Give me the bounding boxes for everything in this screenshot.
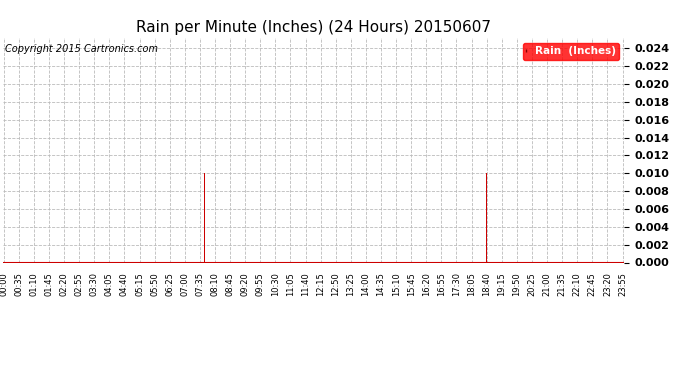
Title: Rain per Minute (Inches) (24 Hours) 20150607: Rain per Minute (Inches) (24 Hours) 2015… bbox=[137, 20, 491, 35]
Legend: Rain  (Inches): Rain (Inches) bbox=[522, 43, 619, 60]
Text: Copyright 2015 Cartronics.com: Copyright 2015 Cartronics.com bbox=[5, 44, 158, 54]
